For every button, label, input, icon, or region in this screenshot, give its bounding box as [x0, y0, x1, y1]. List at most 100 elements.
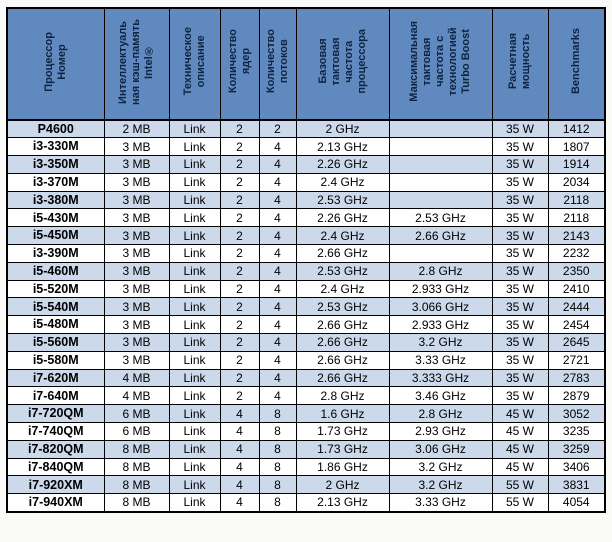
processor-number-cell: i7-640M: [6, 386, 105, 406]
datasheet-link-cell: Link: [168, 190, 221, 210]
core-count-cell: 4: [219, 493, 260, 513]
table-row: i5-480M 3 MB Link 2 4 2.66 GHz 2.933 GHz 35 W 24…: [6, 315, 606, 335]
col-header-intel-smart-cache-label: Интеллектуаль ная кэш-память Intel®: [117, 18, 155, 105]
core-count-cell: 2: [219, 244, 260, 263]
turbo-frequency-cell: [388, 137, 493, 157]
turbo-frequency-cell: 3.066 GHz: [388, 297, 493, 317]
processor-number-cell: i5-460M: [6, 261, 105, 281]
base-frequency-cell: 1.73 GHz: [295, 439, 390, 459]
cache-size-cell: 3 MB: [103, 172, 170, 192]
turbo-frequency-cell: 2.933 GHz: [388, 279, 493, 299]
datasheet-link-cell: Link: [168, 350, 221, 370]
benchmark-score-cell: 2143: [547, 226, 606, 246]
core-count-cell: 4: [219, 457, 260, 477]
cache-size-cell: 2 MB: [103, 119, 170, 139]
datasheet-link-cell: Link: [168, 404, 221, 424]
datasheet-link-cell: Link: [168, 315, 221, 335]
processor-number-cell: i5-450M: [6, 226, 105, 246]
turbo-frequency-cell: 3.33 GHz: [388, 350, 493, 370]
table-row: i7-920XM 8 MB Link 4 8 2 GHz 3.2 GHz 55 W 3831: [6, 475, 606, 495]
processor-number-cell: i5-480M: [6, 315, 105, 335]
benchmark-score-cell: 2879: [547, 386, 606, 406]
col-header-processor-number-label: Процессор Номер: [42, 31, 68, 92]
turbo-frequency-cell: 3.06 GHz: [388, 439, 493, 459]
base-frequency-cell: 2 GHz: [295, 119, 390, 139]
tdp-cell: 35 W: [491, 333, 549, 352]
table-row: i5-460M 3 MB Link 2 4 2.53 GHz 2.8 GHz 35 W 2350: [6, 261, 606, 281]
table-row: i5-540M 3 MB Link 2 4 2.53 GHz 3.066 GHz 35 W 24…: [6, 297, 606, 317]
processor-number-cell: i3-380M: [6, 190, 105, 210]
datasheet-link-cell: Link: [168, 226, 221, 246]
processor-number-cell: i5-430M: [6, 208, 105, 228]
benchmark-score-cell: 2034: [547, 172, 606, 192]
turbo-frequency-cell: 2.933 GHz: [388, 315, 493, 335]
tdp-cell: 35 W: [491, 137, 549, 157]
processor-number-cell: i7-740QM: [6, 422, 105, 441]
benchmark-score-cell: 2118: [547, 190, 606, 210]
col-header-core-count: Количество ядер: [219, 7, 260, 121]
tdp-cell: 55 W: [491, 493, 549, 513]
thread-count-cell: 4: [258, 208, 297, 228]
datasheet-link-cell: Link: [168, 333, 221, 352]
turbo-frequency-cell: [388, 155, 493, 174]
core-count-cell: 2: [219, 155, 260, 174]
turbo-frequency-cell: 3.2 GHz: [388, 457, 493, 477]
cache-size-cell: 8 MB: [103, 475, 170, 495]
table-row: i7-740QM 6 MB Link 4 8 1.73 GHz 2.93 GHz 45 W 32…: [6, 422, 606, 441]
cache-size-cell: 3 MB: [103, 297, 170, 317]
processor-number-cell: P4600: [6, 119, 105, 139]
turbo-frequency-cell: 2.66 GHz: [388, 226, 493, 246]
core-count-cell: 2: [219, 172, 260, 192]
tdp-cell: 35 W: [491, 297, 549, 317]
datasheet-link-cell: Link: [168, 208, 221, 228]
turbo-frequency-cell: 2.93 GHz: [388, 422, 493, 441]
benchmark-score-cell: 1807: [547, 137, 606, 157]
turbo-frequency-cell: 2.8 GHz: [388, 404, 493, 424]
base-frequency-cell: 1.86 GHz: [295, 457, 390, 477]
turbo-frequency-cell: 3.2 GHz: [388, 333, 493, 352]
cache-size-cell: 3 MB: [103, 333, 170, 352]
thread-count-cell: 4: [258, 333, 297, 352]
thread-count-cell: 4: [258, 137, 297, 157]
datasheet-link-cell: Link: [168, 368, 221, 388]
thread-count-cell: 4: [258, 368, 297, 388]
core-count-cell: 2: [219, 208, 260, 228]
cache-size-cell: 4 MB: [103, 386, 170, 406]
thread-count-cell: 4: [258, 350, 297, 370]
tdp-cell: 55 W: [491, 475, 549, 495]
cache-size-cell: 3 MB: [103, 226, 170, 246]
cache-size-cell: 4 MB: [103, 368, 170, 388]
turbo-frequency-cell: [388, 172, 493, 192]
core-count-cell: 4: [219, 475, 260, 495]
base-frequency-cell: 2.66 GHz: [295, 333, 390, 352]
tdp-cell: 35 W: [491, 172, 549, 192]
benchmark-score-cell: 2645: [547, 333, 606, 352]
thread-count-cell: 4: [258, 226, 297, 246]
tdp-cell: 35 W: [491, 208, 549, 228]
col-header-tdp: Расчетная мощность: [491, 7, 549, 121]
datasheet-link-cell: Link: [168, 475, 221, 495]
table-row: i3-330M 3 MB Link 2 4 2.13 GHz 35 W 1807: [6, 137, 606, 157]
processor-number-cell: i5-580M: [6, 350, 105, 370]
base-frequency-cell: 2.26 GHz: [295, 208, 390, 228]
base-frequency-cell: 1.6 GHz: [295, 404, 390, 424]
turbo-frequency-cell: 2.53 GHz: [388, 208, 493, 228]
core-count-cell: 4: [219, 439, 260, 459]
thread-count-cell: 4: [258, 386, 297, 406]
cache-size-cell: 8 MB: [103, 493, 170, 513]
table-row: i7-820QM 8 MB Link 4 8 1.73 GHz 3.06 GHz 45 W 32…: [6, 439, 606, 459]
datasheet-link-cell: Link: [168, 155, 221, 174]
core-count-cell: 2: [219, 226, 260, 246]
thread-count-cell: 8: [258, 439, 297, 459]
cache-size-cell: 3 MB: [103, 208, 170, 228]
processor-number-cell: i7-620M: [6, 368, 105, 388]
core-count-cell: 2: [219, 386, 260, 406]
thread-count-cell: 8: [258, 493, 297, 513]
processor-number-cell: i7-840QM: [6, 457, 105, 477]
core-count-cell: 2: [219, 333, 260, 352]
benchmark-score-cell: 1914: [547, 155, 606, 174]
table-row: i3-350M 3 MB Link 2 4 2.26 GHz 35 W 1914: [6, 155, 606, 174]
datasheet-link-cell: Link: [168, 493, 221, 513]
col-header-processor-number: Процессор Номер: [6, 7, 105, 121]
cache-size-cell: 6 MB: [103, 422, 170, 441]
